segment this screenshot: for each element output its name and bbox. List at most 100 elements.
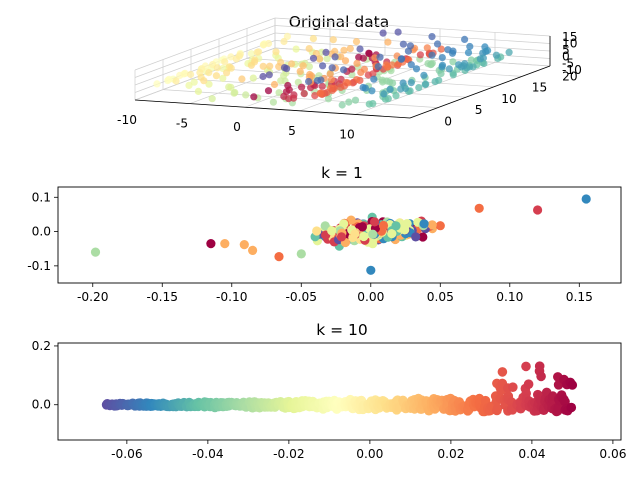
data-point — [298, 83, 306, 91]
data-point — [435, 221, 445, 231]
data-point — [309, 35, 317, 43]
data-point — [346, 45, 354, 53]
data-point — [438, 54, 446, 62]
chart-title: k = 1 — [321, 164, 363, 182]
data-point — [305, 77, 313, 86]
data-point — [172, 77, 180, 85]
data-point — [220, 239, 230, 249]
data-point — [353, 59, 361, 67]
data-point — [340, 46, 348, 54]
data-point — [316, 55, 324, 63]
data-point — [364, 71, 372, 79]
grid-line — [274, 17, 551, 37]
x-tick-label: 0.02 — [437, 447, 464, 461]
x-tick-label: 0 — [233, 120, 241, 134]
data-point — [280, 37, 288, 46]
data-point — [521, 361, 531, 372]
x-tick-label: 10 — [339, 127, 355, 141]
data-point — [253, 48, 261, 56]
data-point — [272, 48, 280, 56]
data-point — [386, 85, 394, 93]
data-point — [536, 371, 546, 382]
data-point — [350, 229, 360, 239]
grid-line — [354, 62, 496, 115]
grid-line — [134, 17, 276, 71]
data-point — [187, 70, 195, 79]
data-point — [223, 69, 231, 77]
data-point — [264, 87, 273, 95]
data-point — [328, 64, 336, 72]
data-point — [352, 38, 361, 46]
y-tick-label: 0 — [444, 114, 452, 128]
data-point — [505, 48, 513, 56]
data-points — [90, 194, 591, 275]
data-point — [307, 84, 315, 92]
data-point — [523, 379, 534, 390]
z-tick-label: 15 — [562, 30, 578, 44]
data-point — [275, 63, 283, 71]
data-point — [428, 51, 436, 59]
data-point — [305, 45, 313, 53]
data-point — [534, 361, 545, 372]
axis-line — [134, 99, 411, 119]
data-point — [437, 45, 445, 53]
data-point — [250, 93, 258, 101]
data-point — [337, 83, 345, 91]
axis-line — [409, 65, 551, 119]
y-tick-label: 0.2 — [32, 339, 51, 353]
data-point — [227, 64, 235, 72]
x-tick-label: -0.10 — [216, 290, 248, 304]
plot-frame — [57, 186, 622, 284]
data-point — [365, 100, 373, 108]
data-point — [464, 49, 473, 57]
data-point — [359, 231, 369, 242]
chart-k10: k = 10 -0.06 -0.04 -0.02 0.00 0.02 0.04 0.06 0.… — [32, 321, 627, 461]
data-point — [508, 382, 518, 393]
data-point — [418, 232, 428, 242]
data-point — [327, 226, 337, 236]
y-tick-label: 0.0 — [32, 398, 51, 412]
data-point — [300, 90, 308, 98]
x-tick-label: -0.15 — [146, 290, 178, 304]
data-point — [227, 53, 235, 61]
y-tick-label: 5 — [475, 103, 483, 117]
x-tick-label: 0.05 — [427, 290, 454, 304]
data-point — [299, 62, 307, 70]
data-point — [366, 265, 376, 275]
data-point — [466, 42, 474, 51]
z-tick-label: 5 — [562, 43, 570, 57]
data-point — [219, 74, 227, 82]
x-tick-label: 0.15 — [566, 290, 593, 304]
data-point — [449, 71, 457, 79]
data-point — [176, 71, 184, 79]
data-point — [581, 194, 591, 204]
data-point — [296, 249, 306, 259]
plot-frame — [57, 342, 622, 441]
z-tick-label: 10 — [562, 37, 578, 51]
chart-k1: k = 1 -0.20 -0.15 -0.10 -0.05 0.00 0.05 0.10 0.… — [27, 164, 622, 304]
data-point — [357, 222, 367, 232]
data-point — [336, 232, 347, 242]
data-point — [412, 65, 421, 73]
data-point — [394, 28, 402, 36]
data-point — [415, 84, 423, 92]
data-point — [266, 62, 274, 70]
data-points — [101, 361, 578, 417]
data-point — [345, 98, 353, 106]
data-point — [238, 75, 246, 83]
grid-line — [134, 32, 276, 86]
data-point — [374, 63, 382, 71]
data-point — [476, 55, 484, 63]
data-point — [389, 79, 397, 87]
data-point — [221, 58, 229, 66]
data-point — [185, 81, 193, 89]
z-tick-label: 0 — [562, 50, 570, 64]
chart-3d-original: Original data -10-5051005101520151050-5-… — [117, 13, 582, 141]
data-point — [419, 219, 429, 229]
x-tick-label: -0.04 — [192, 447, 224, 461]
data-point — [445, 65, 453, 73]
x-tick-label: -5 — [176, 117, 188, 131]
data-point — [283, 65, 291, 73]
data-point — [397, 85, 405, 93]
